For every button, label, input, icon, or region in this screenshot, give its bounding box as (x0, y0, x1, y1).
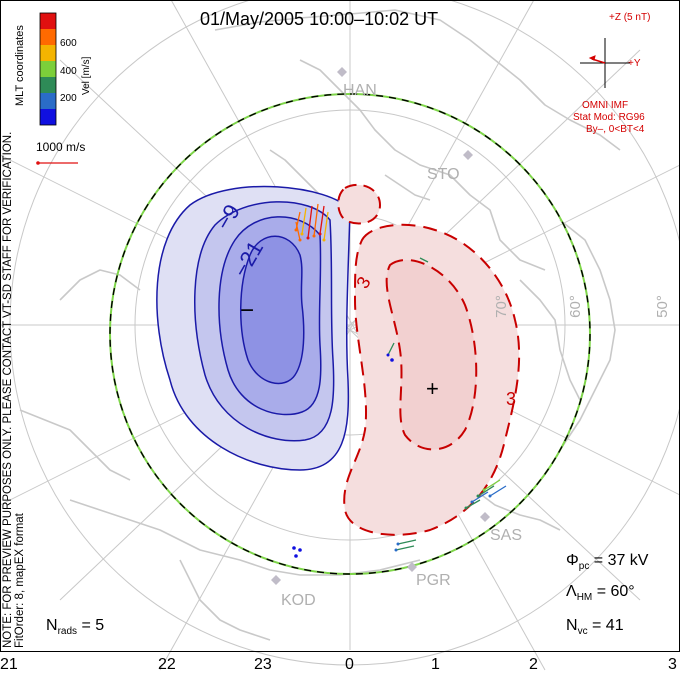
potential-max-marker: + (426, 376, 439, 401)
mlt-label-0: 0 (345, 656, 354, 673)
vector-count: Nvc = 41 (566, 617, 624, 638)
negative-potential-cell: −9 −21 − (156, 185, 351, 471)
imf-y-label: +Y (628, 58, 641, 69)
station-sas: SAS (490, 527, 523, 544)
velocity-colorbar (39, 12, 57, 126)
coastlines (19, 9, 621, 641)
positive-potential-cell: 3 3 + (337, 183, 521, 536)
station-kod: KOD (281, 592, 316, 609)
fit-order-note: FitOrder: 8, mapEX format (14, 513, 26, 648)
stat-model: Stat Mod: RG96 (573, 112, 645, 123)
imf-source: OMNI IMF (582, 100, 629, 111)
mlt-label-22: 22 (158, 656, 176, 673)
latitude-label-70: 70° (492, 295, 510, 318)
colorbar-label: Vel [m/s] (81, 56, 92, 95)
station-pgr: PGR (416, 572, 451, 589)
latitude-label-50: 50° (653, 295, 671, 318)
colorbar-tick-600: 600 (60, 38, 77, 49)
colorbar-tick-400: 400 (60, 66, 77, 77)
map-title: 01/May/2005 10:00–10:02 UT (200, 9, 439, 29)
imf-z-label: +Z (5 nT) (609, 12, 651, 23)
hm-boundary-latitude: ΛHM = 60° (566, 583, 635, 604)
contour-label-pos3-b: 3 (506, 389, 516, 409)
mlt-label-23: 23 (254, 656, 272, 673)
mlt-label-21: 21 (0, 656, 18, 673)
station-han: HAN (343, 82, 377, 99)
mlt-label-1: 1 (431, 656, 440, 673)
potential-min-marker: − (240, 297, 254, 324)
reference-vector-label: 1000 m/s (36, 140, 86, 154)
preview-notice: NOTE: FOR PREVIEW PURPOSES ONLY. PLEASE … (2, 131, 14, 648)
mlt-label-2: 2 (529, 656, 538, 673)
latitude-label-60: 60° (566, 295, 584, 318)
radar-count: Nrads = 5 (46, 617, 105, 638)
imf-clock (580, 38, 630, 88)
station-sto: STO (427, 166, 460, 183)
mlt-label-3: 3 (668, 656, 677, 673)
station-markers (271, 67, 490, 585)
cross-polar-cap-potential: Φpc = 37 kV (566, 552, 649, 573)
colorbar-tick-200: 200 (60, 93, 77, 104)
velocity-vectors (292, 203, 507, 558)
imf-condition: By–, 0<BT<4 (586, 124, 645, 135)
coordinates-label: MLT coordinates (14, 25, 26, 106)
